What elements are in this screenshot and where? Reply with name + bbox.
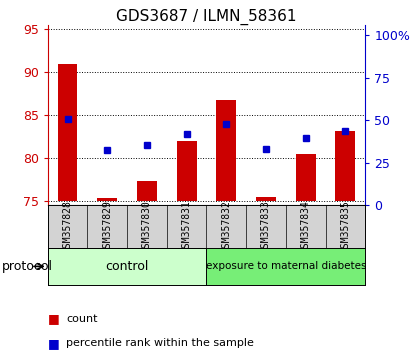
Bar	[177, 141, 197, 201]
Text: GSM357828: GSM357828	[63, 200, 73, 253]
Bar	[335, 131, 355, 201]
Text: GSM357832: GSM357832	[221, 200, 231, 253]
Bar	[98, 199, 117, 201]
Text: GSM357835: GSM357835	[340, 200, 350, 253]
Text: ■: ■	[48, 337, 59, 350]
Text: protocol: protocol	[2, 260, 53, 273]
Text: control: control	[105, 260, 149, 273]
Text: GSM357829: GSM357829	[102, 200, 112, 253]
Title: GDS3687 / ILMN_58361: GDS3687 / ILMN_58361	[116, 8, 297, 25]
Bar	[216, 99, 236, 201]
Text: GSM357830: GSM357830	[142, 200, 152, 253]
Bar	[48, 248, 207, 285]
Bar	[58, 64, 78, 201]
Text: percentile rank within the sample: percentile rank within the sample	[66, 338, 254, 348]
Bar	[296, 154, 315, 201]
Text: exposure to maternal diabetes: exposure to maternal diabetes	[205, 261, 366, 272]
Bar	[256, 197, 276, 201]
Text: GSM357833: GSM357833	[261, 200, 271, 253]
Text: GSM357831: GSM357831	[182, 200, 192, 253]
Bar	[137, 181, 157, 201]
Text: ■: ■	[48, 312, 59, 325]
Text: GSM357834: GSM357834	[301, 200, 311, 253]
Text: count: count	[66, 314, 98, 324]
